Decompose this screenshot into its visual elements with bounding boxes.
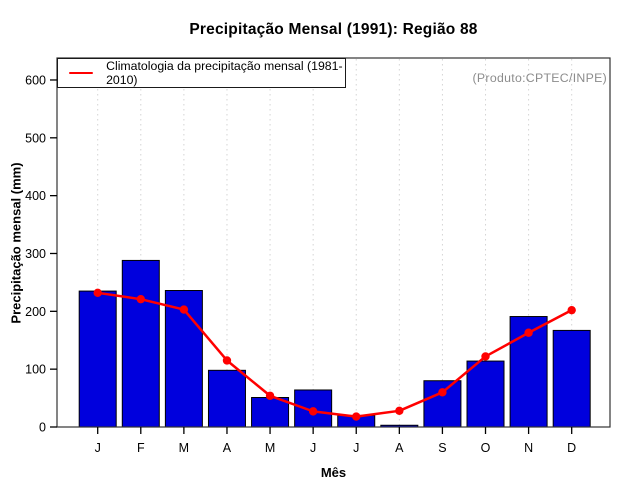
climatology-point-8 <box>395 406 404 416</box>
bar-D-12 <box>552 329 591 428</box>
y-axis-label: Precipitação mensal (mm) <box>8 162 24 324</box>
climatology-point-6 <box>308 407 318 416</box>
bar-M-5 <box>251 397 290 428</box>
y-tick-label-300: 300 <box>25 247 46 261</box>
x-tick-label-1: J <box>95 441 101 455</box>
x-tick-label-11: N <box>524 441 533 455</box>
x-tick-label-7: J <box>353 441 359 455</box>
x-tick-label-5: M <box>265 441 275 455</box>
legend-label: Climatologia da precipitação mensal (198… <box>106 59 343 87</box>
y-tick-label-600: 600 <box>25 73 46 87</box>
x-tick-label-6: J <box>310 441 316 455</box>
x-tick-label-12: D <box>567 441 576 455</box>
x-axis-label: Mês <box>320 465 347 480</box>
climatology-point-10 <box>481 352 490 361</box>
climatology-point-4 <box>222 356 232 365</box>
climatology-point-9 <box>438 388 447 397</box>
climatology-point-11 <box>524 328 533 337</box>
y-tick-label-500: 500 <box>25 131 46 145</box>
bar-S-9 <box>423 380 462 428</box>
bar-J-1 <box>78 290 117 428</box>
legend-line-swatch <box>69 71 94 75</box>
climatology-point-7 <box>352 412 361 421</box>
chart-title: Precipitação Mensal (1991): Região 88 <box>189 21 478 38</box>
bar-F-2 <box>121 259 160 428</box>
y-tick-label-200: 200 <box>25 305 46 319</box>
climatology-point-3 <box>179 305 189 314</box>
y-tick-label-0: 0 <box>39 421 46 435</box>
x-tick-label-2: F <box>137 441 145 455</box>
climatology-point-2 <box>136 294 145 304</box>
x-tick-label-3: M <box>179 441 189 455</box>
climatology-point-5 <box>265 391 275 400</box>
x-tick-label-8: A <box>395 441 404 455</box>
y-tick-label-100: 100 <box>25 363 46 377</box>
x-tick-label-9: S <box>438 441 446 455</box>
x-tick-label-10: O <box>481 441 491 455</box>
source-annotation: (Produto:CPTEC/INPE) <box>472 71 607 85</box>
climatology-point-1 <box>93 288 102 298</box>
bar-A-4 <box>207 369 246 428</box>
x-tick-label-4: A <box>223 441 232 455</box>
climatology-point-12 <box>567 305 576 315</box>
climatology-line <box>97 291 573 418</box>
bar-O-10 <box>466 360 505 428</box>
y-tick-label-400: 400 <box>25 189 46 203</box>
legend: Climatologia da precipitação mensal (198… <box>57 58 346 88</box>
